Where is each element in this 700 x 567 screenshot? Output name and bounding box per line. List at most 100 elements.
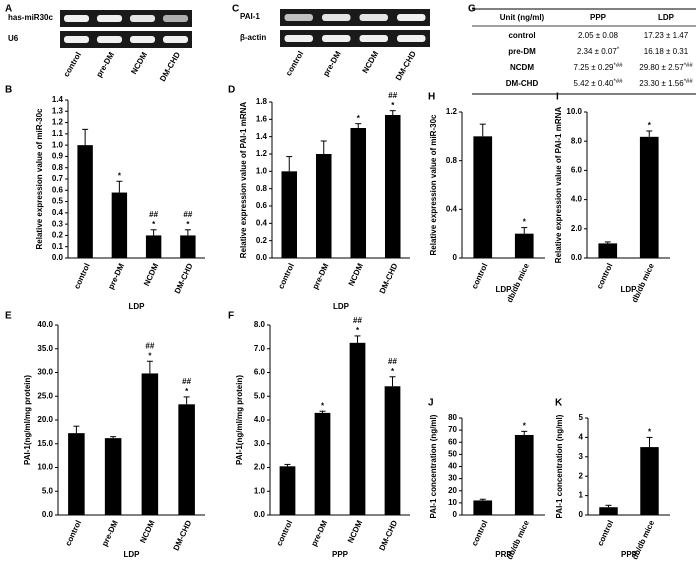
bar: [599, 507, 618, 515]
bar: [315, 154, 332, 258]
table-header: LDP: [658, 13, 675, 22]
significance-mark: *: [186, 220, 190, 229]
cell-value: 2.05 ± 0.08: [578, 31, 619, 40]
y-tick-label: 1: [579, 491, 584, 500]
y-tick-label: 2.0: [254, 463, 266, 472]
bar: [178, 404, 195, 515]
table-cell: 2.05 ± 0.08: [578, 31, 619, 40]
y-tick-label: 40.0: [37, 320, 53, 329]
x-tick-label: control: [72, 262, 92, 290]
x-axis-label: PPP: [332, 550, 349, 559]
y-axis-label: Relative expression value of miR-30c: [429, 114, 438, 256]
y-tick-label: 20: [448, 486, 457, 495]
y-tick-label: 0.8: [256, 184, 268, 193]
x-axis-label: LDP: [496, 285, 513, 294]
lane-label: DM-CHD: [394, 49, 418, 82]
bar: [314, 412, 331, 515]
cell-superscript: *##: [613, 63, 623, 69]
blot-band: [397, 14, 426, 21]
x-tick-label: control: [595, 262, 615, 290]
y-tick-label: 0.4: [256, 218, 268, 227]
bar: [104, 438, 122, 515]
table-cell: 16.18 ± 0.31: [644, 47, 689, 56]
significance-mark: *: [391, 367, 395, 376]
significance-mark: *: [648, 121, 652, 130]
y-tick-label: 8.0: [571, 136, 583, 145]
blot-row-label: β-actin: [240, 33, 266, 42]
bar: [349, 342, 366, 515]
y-tick-label: 5.0: [42, 486, 54, 495]
table-row-label: control: [508, 31, 535, 40]
x-tick-label: DM-CHD: [173, 262, 195, 295]
y-tick-label: 0.9: [52, 152, 64, 161]
lane-label: DM-CHD: [158, 50, 182, 83]
table-row-label: DM-CHD: [506, 79, 539, 88]
cell-value: 7.25 ± 0.29: [574, 63, 615, 72]
cell-value: 23.30 ± 1.56: [639, 79, 684, 88]
cell-superscript: *##: [613, 79, 623, 85]
x-tick-label: NCDM: [347, 262, 365, 288]
bar: [145, 235, 162, 258]
x-tick-label: DM-CHD: [378, 262, 400, 295]
blot-band: [162, 36, 189, 43]
significance-mark: ##: [388, 357, 397, 366]
y-tick-label: 2.0: [571, 224, 583, 233]
table-cell: 23.30 ± 1.56*##: [639, 79, 693, 89]
y-tick-label: 80: [448, 413, 457, 422]
blot-band: [284, 14, 313, 21]
bar: [473, 500, 493, 515]
blot-row-label: U6: [8, 34, 19, 43]
y-axis-label: Relative expression value of PAI-1 mRNA: [554, 107, 563, 264]
y-axis-label: PAI-1(ng/ml/mg protein): [23, 375, 32, 465]
blot-background: [280, 30, 430, 47]
significance-mark: ##: [182, 377, 191, 386]
y-tick-label: 3.0: [254, 439, 266, 448]
y-tick-label: 0.2: [52, 231, 64, 240]
y-tick-label: 0.7: [52, 174, 64, 183]
blot-band: [322, 35, 351, 42]
lane-label: control: [62, 51, 83, 79]
blot-band: [129, 36, 156, 43]
table-row-label: pre-DM: [508, 47, 536, 56]
y-tick-label: 4.0: [571, 195, 583, 204]
table-header: PPP: [590, 13, 607, 22]
blot-background: [60, 31, 192, 48]
y-tick-label: 60: [448, 437, 457, 446]
cell-superscript: *##: [684, 63, 694, 69]
y-tick-label: 0.0: [42, 510, 54, 519]
y-tick-label: 0.8: [52, 163, 64, 172]
lane-label: pre-DM: [321, 49, 343, 78]
bar: [68, 433, 85, 515]
x-tick-label: db/db mice: [505, 518, 531, 561]
significance-mark: ##: [353, 316, 362, 325]
blot-band: [322, 14, 351, 21]
table-cell: 2.34 ± 0.07*: [577, 47, 620, 57]
y-tick-label: 0.4: [446, 204, 458, 213]
y-tick-label: 0.0: [256, 253, 268, 262]
x-tick-label: db/db mice: [630, 261, 656, 304]
bar: [598, 243, 618, 258]
y-tick-label: 0.6: [52, 185, 64, 194]
bar: [514, 434, 534, 515]
panel-letter: E: [5, 311, 12, 322]
x-axis-label: LDP: [124, 550, 141, 559]
y-tick-label: 4.0: [254, 415, 266, 424]
y-axis-label: PAI-1(ng/ml/mg protein): [235, 375, 244, 465]
y-tick-label: 0.0: [52, 253, 64, 262]
table-row-label: NCDM: [510, 63, 534, 72]
x-axis-label: PRP: [495, 550, 512, 559]
y-tick-label: 5: [579, 413, 584, 422]
significance-mark: ##: [149, 210, 158, 219]
cell-value: 17.23 ± 1.47: [644, 31, 689, 40]
blot-band: [359, 14, 388, 21]
blot-band: [284, 35, 313, 42]
x-tick-label: pre-DM: [309, 519, 329, 548]
bar: [350, 128, 367, 258]
cell-value: 2.34 ± 0.07: [577, 47, 618, 56]
blot-background: [280, 9, 430, 26]
y-tick-label: 7.0: [254, 344, 266, 353]
lane-label: NCDM: [129, 50, 149, 76]
y-tick-label: 0.1: [52, 242, 64, 251]
significance-mark: ##: [183, 210, 192, 219]
x-tick-label: control: [596, 519, 616, 547]
